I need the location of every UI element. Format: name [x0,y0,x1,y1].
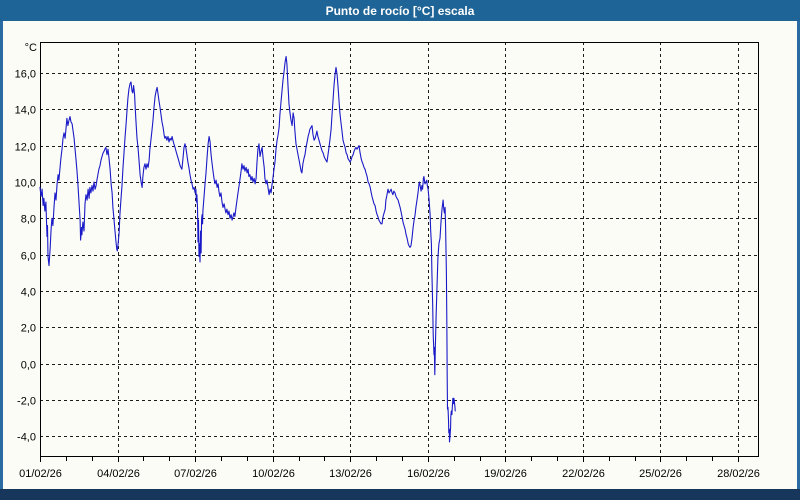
y-tick-label: 6,0 [21,251,36,263]
window-titlebar: Punto de rocío [°C] escala [0,0,800,21]
x-tick-label: 13/02/26 [329,468,372,480]
window-title: Punto de rocío [°C] escala [325,3,475,18]
x-tick-label: 19/02/26 [484,468,527,480]
y-tick-label: 10,0 [15,178,36,190]
y-tick-label: -4,0 [17,432,36,444]
dewpoint-series-line [39,55,456,443]
x-tick-label: 10/02/26 [252,468,295,480]
y-tick-label: 4,0 [21,287,36,299]
y-tick-label: -2,0 [17,396,36,408]
x-tick-label: 16/02/26 [407,468,450,480]
y-tick-label: 0,0 [21,360,36,372]
x-tick-label: 22/02/26 [562,468,605,480]
x-tick-label: 28/02/26 [717,468,760,480]
y-tick-label: 8,0 [21,214,36,226]
y-tick-label: 12,0 [15,142,36,154]
y-tick-label: 2,0 [21,323,36,335]
dewpoint-line-chart: 16,0 14,0 12,0 10,0 8,0 6,0 4,0 2,0 0,0 -2,0 -4,0 °… [15,41,760,480]
x-tick-label: 01/02/26 [19,468,62,480]
y-axis-unit-label: °C [25,42,37,54]
y-tick-label: 16,0 [15,69,36,81]
y-tick-label: 14,0 [15,105,36,117]
plot-frame [39,41,760,458]
x-tick-label: 25/02/26 [639,468,682,480]
window-bottom-bar [0,489,800,500]
x-tick-label: 07/02/26 [174,468,217,480]
x-tick-label: 04/02/26 [97,468,140,480]
